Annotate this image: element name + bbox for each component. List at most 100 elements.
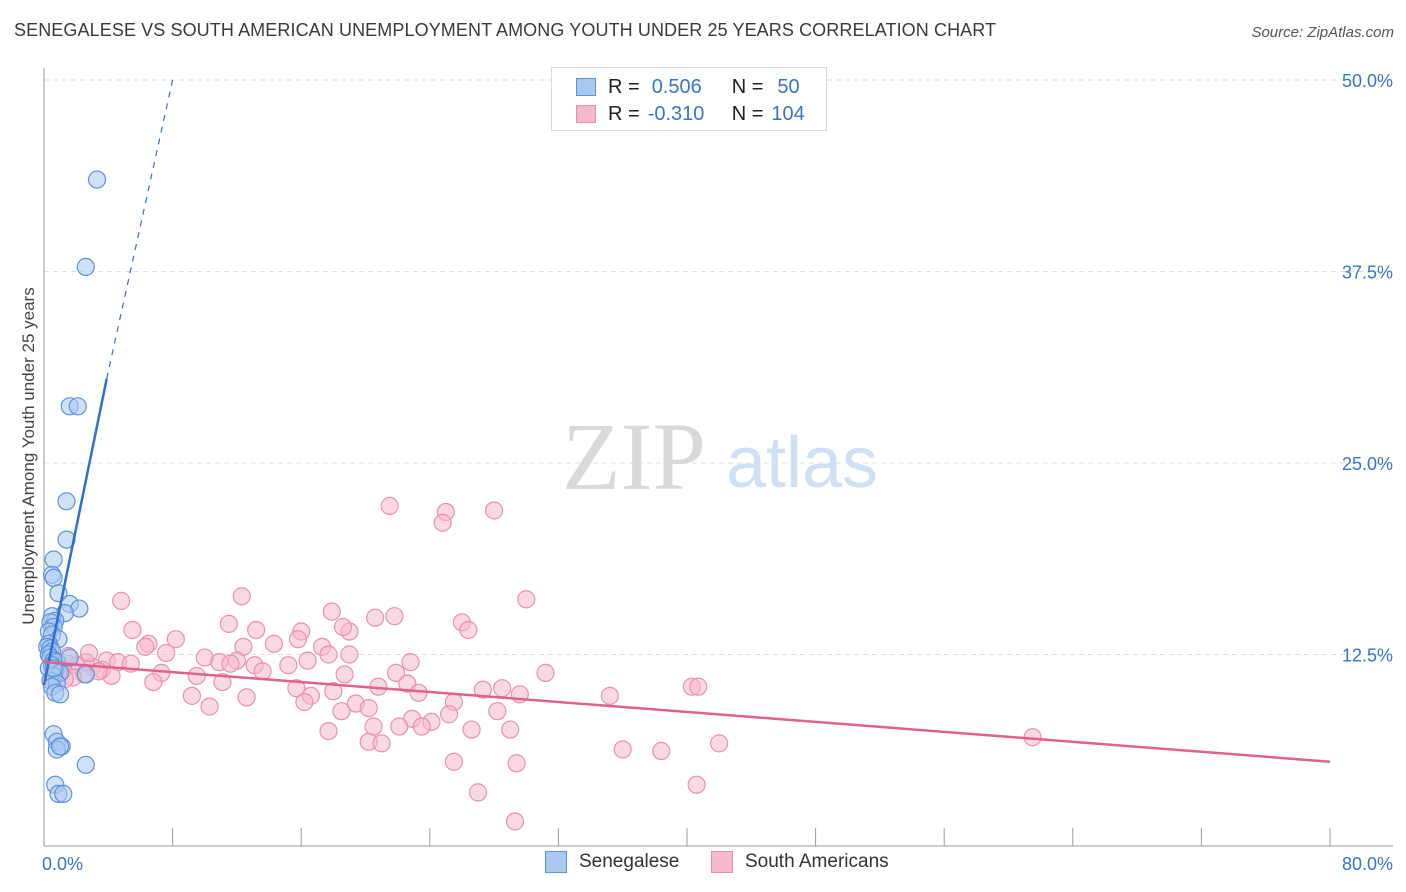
south-americans-point	[322, 602, 341, 621]
south-americans-point	[444, 752, 464, 771]
south-americans-point	[386, 663, 406, 682]
senegalese-points	[38, 170, 107, 804]
source-label: Source: ZipAtlas.com	[1251, 24, 1394, 41]
south-americans-point	[288, 630, 308, 649]
senegalese-point	[76, 755, 95, 774]
south-americans-point	[136, 637, 155, 656]
senegalese-point	[76, 665, 95, 684]
x-tick-label: 0.0%	[42, 854, 83, 874]
legend-n-value: 50	[777, 75, 800, 98]
legend-r-label: R =	[608, 102, 640, 125]
south-americans-point	[390, 717, 409, 736]
series-swatch-blue	[545, 851, 567, 873]
south-americans-point	[319, 645, 338, 664]
senegalese-point	[87, 170, 107, 189]
south-americans-point	[689, 677, 708, 696]
grid-lines	[44, 79, 1393, 655]
senegalese-point	[50, 737, 70, 756]
senegalese-point	[57, 492, 76, 511]
south-americans-point	[462, 720, 481, 739]
south-americans-point	[247, 620, 266, 640]
south-americans-point	[385, 607, 404, 626]
series-label-senegalese: Senegalese	[579, 851, 680, 872]
south-americans-point	[505, 812, 525, 831]
south-americans-point	[332, 702, 351, 721]
south-americans-point	[324, 682, 343, 701]
trend-lines	[42, 79, 1331, 763]
series-legend-senegalese: Senegalese	[545, 851, 679, 873]
south-americans-point	[401, 653, 420, 672]
south-americans-point	[157, 643, 176, 663]
south-americans-point	[364, 717, 383, 736]
correlation-legend: R = 0.506 N = 50 R = -0.310 N = 104	[551, 67, 827, 131]
series-swatch-pink	[711, 851, 733, 873]
south-americans-point	[687, 775, 706, 794]
senegalese-point	[44, 550, 63, 569]
south-americans-point	[710, 734, 729, 753]
watermark: ZIP atlas	[562, 403, 878, 510]
south-americans-point	[144, 672, 163, 692]
south-americans-point	[253, 662, 272, 681]
legend-row-senegalese: R = 0.506 N = 50	[576, 74, 800, 100]
series-label-south-americans: South Americans	[745, 851, 889, 872]
y-tick-label: 50.0%	[1342, 71, 1393, 91]
south-americans-point	[112, 591, 131, 610]
south-americans-point	[473, 680, 492, 699]
south-americans-point	[652, 741, 671, 761]
south-americans-point	[319, 721, 338, 741]
south-americans-point	[182, 686, 201, 705]
south-americans-point	[488, 702, 507, 721]
south-americans-point	[433, 513, 452, 532]
south-americans-point	[485, 501, 504, 520]
south-americans-point	[287, 679, 306, 698]
south-americans-point	[459, 620, 478, 640]
senegalese-point	[60, 648, 79, 667]
south-americans-point	[221, 654, 240, 673]
legend-n-value: 104	[771, 102, 805, 125]
south-americans-point	[366, 608, 385, 627]
south-americans-point	[166, 630, 185, 649]
south-americans-point	[600, 686, 619, 705]
senegalese-trend-line	[42, 378, 108, 686]
south-americans-point	[501, 720, 520, 739]
chart-title: SENEGALESE VS SOUTH AMERICAN UNEMPLOYMEN…	[14, 20, 997, 40]
south-americans-point	[536, 663, 555, 682]
senegalese-point	[76, 257, 95, 277]
south-americans-point	[264, 634, 283, 653]
south-americans-point	[279, 656, 298, 675]
south-americans-point	[372, 734, 391, 753]
series-legend-south-americans: South Americans	[711, 851, 889, 873]
south-americans-point	[232, 587, 251, 606]
south-americans-point	[507, 754, 526, 773]
south-americans-point	[439, 705, 459, 724]
legend-r-value: -0.310	[647, 102, 705, 125]
senegalese-point	[50, 685, 70, 704]
south-americans-point	[213, 672, 232, 692]
legend-n-label: N =	[731, 75, 764, 98]
south-americans-point	[187, 666, 206, 686]
senegalese-point	[68, 397, 87, 416]
south-americans-point	[468, 783, 488, 802]
south-americans-point	[412, 717, 431, 736]
south-americans-point	[333, 617, 353, 637]
senegalese-point	[54, 784, 73, 804]
south-americans-point	[123, 620, 142, 640]
watermark-zip: ZIP	[562, 403, 706, 510]
y-tick-label: 25.0%	[1342, 454, 1393, 474]
senegalese-point	[44, 568, 63, 588]
y-tick-label: 37.5%	[1342, 263, 1393, 283]
y-axis-label: Unemployment Among Youth under 25 years	[19, 287, 38, 624]
south-americans-point	[517, 590, 536, 609]
legend-swatch-blue	[576, 78, 596, 96]
south-americans-point	[335, 665, 354, 684]
y-tick-label: 12.5%	[1342, 646, 1393, 666]
south-americans-point	[380, 496, 399, 515]
legend-r-value: 0.506	[651, 75, 702, 98]
south-americans-point	[359, 699, 378, 718]
x-tick-label: 80.0%	[1342, 854, 1393, 874]
legend-n-label: N =	[731, 102, 764, 125]
south-americans-point	[493, 679, 512, 698]
legend-row-south-americans: R = -0.310 N = 104	[576, 101, 805, 127]
axes	[43, 68, 1393, 847]
